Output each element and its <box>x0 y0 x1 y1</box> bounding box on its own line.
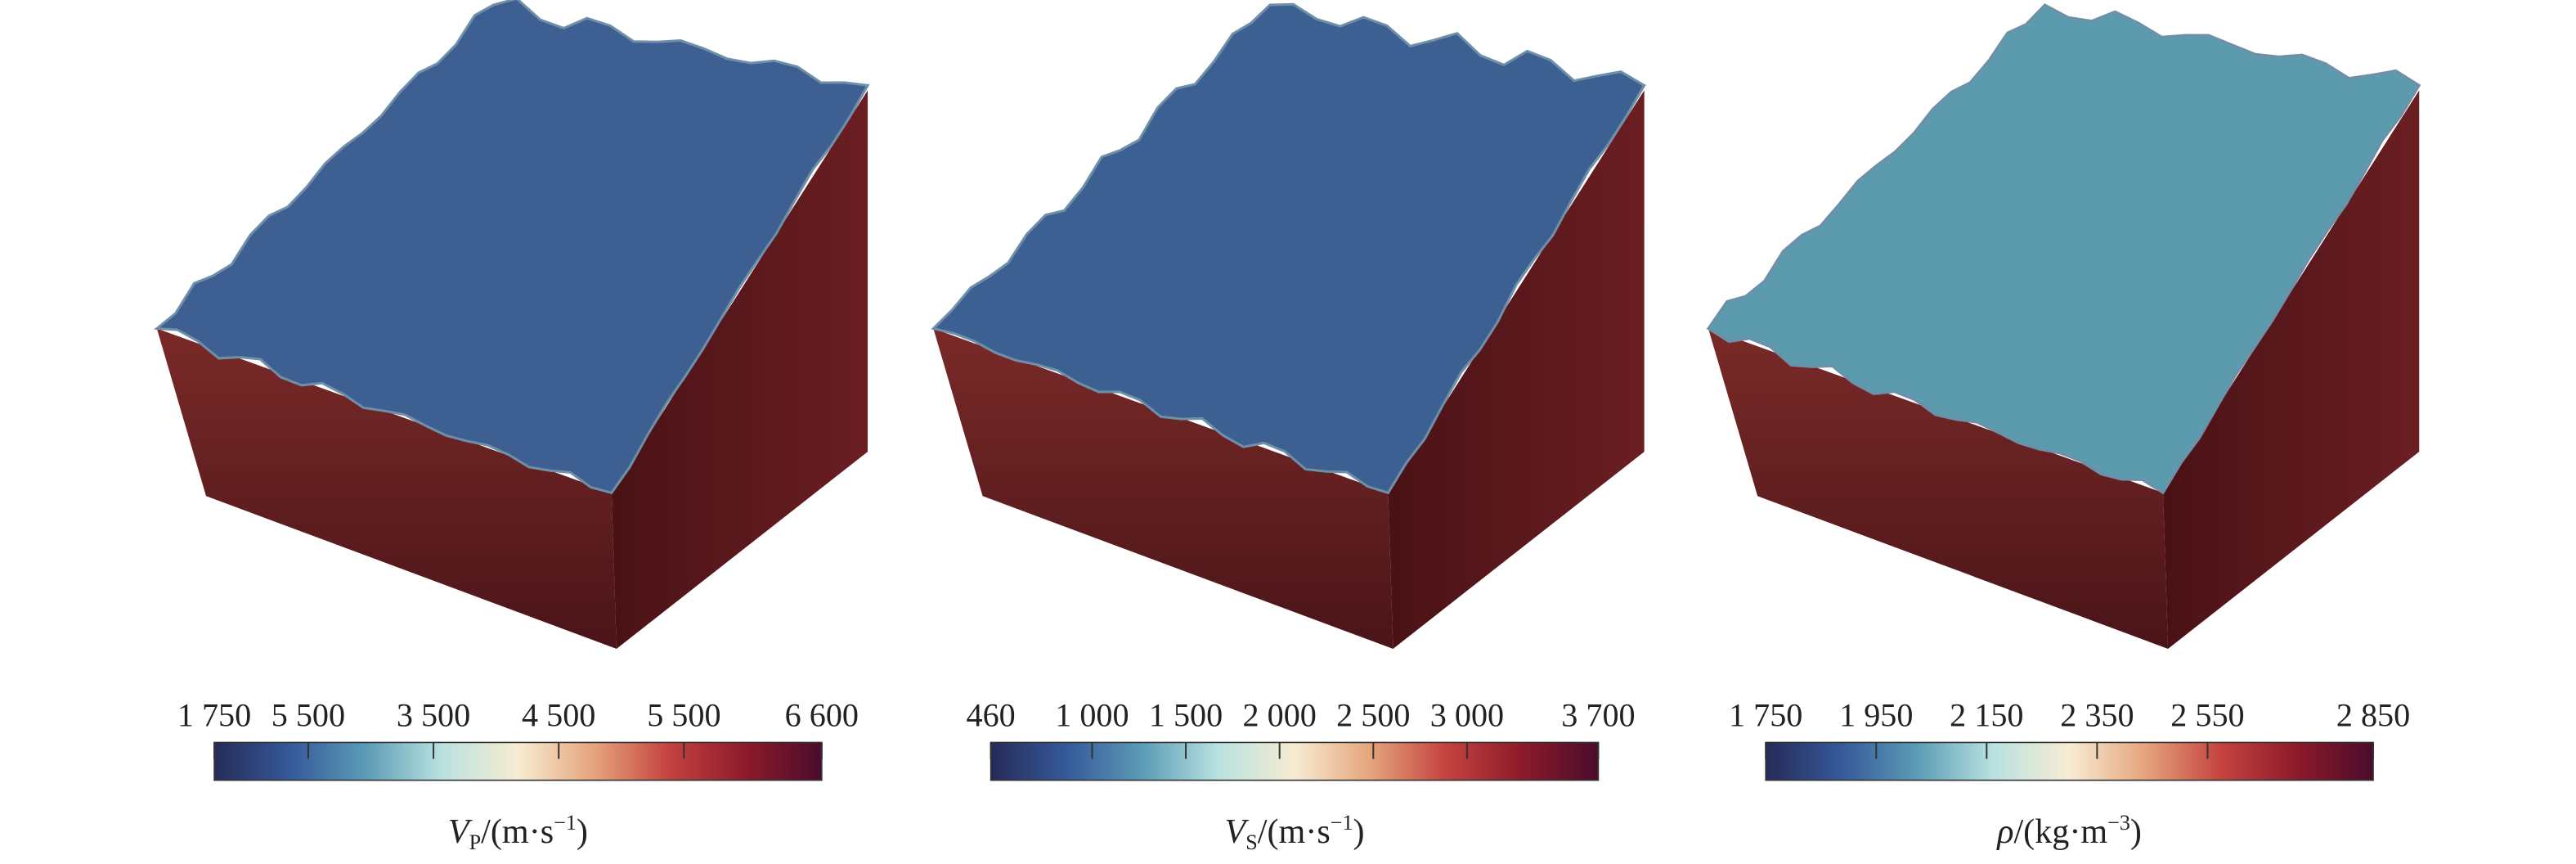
colorbar <box>213 741 823 781</box>
axis-label: VP/(m·s−1) <box>448 811 588 854</box>
block-right-face <box>611 90 868 650</box>
block-top-surface <box>1706 3 2421 495</box>
tick-label: 6 600 <box>785 696 859 733</box>
block-top-surface <box>153 0 870 495</box>
label-suffix: ) <box>2130 812 2142 851</box>
tick-label: 4 500 <box>522 696 595 733</box>
tick-label: 2 850 <box>2336 696 2410 733</box>
label-symbol: V <box>448 812 473 851</box>
label-unit: /(m·s <box>481 812 554 851</box>
tick-label: 460 <box>967 696 1016 733</box>
tick-label: 2 150 <box>1950 696 2023 733</box>
block-front-face <box>1708 328 2169 650</box>
label-suffix: ) <box>577 812 588 851</box>
label-subscript: P <box>469 830 482 854</box>
panel: 1 000 1 500 2 000 2 500 3 000 3 700 460 VS/(m·s… <box>931 2 1646 854</box>
axis-label: VS/(m·s−1) <box>1225 811 1365 854</box>
tick-label: 2 350 <box>2060 696 2134 733</box>
label-suffix: ) <box>1353 812 1364 851</box>
tick-label: 1 500 <box>1149 696 1223 733</box>
panel: 1 750 5 500 3 500 4 500 5 500 6 600 VP/(m·s−1) <box>153 0 870 854</box>
block-top-surface <box>931 2 1646 495</box>
tick-label: 2 000 <box>1243 696 1317 733</box>
tick-label: 5 500 <box>272 696 345 733</box>
label-unit: /(m·s <box>1258 812 1331 851</box>
block-front-face <box>156 328 617 650</box>
block-right-face <box>1388 90 1645 650</box>
tick-label: 5 500 <box>647 696 720 733</box>
axis-label: ρ/(kg·m−3) <box>1995 811 2142 851</box>
block-front-face <box>933 328 1393 650</box>
label-exponent: −1 <box>1331 811 1353 835</box>
tick-label: 1 750 <box>1729 696 1802 733</box>
label-exponent: −1 <box>554 811 577 835</box>
tick-label: 1 750 <box>177 696 251 733</box>
tick-label: 3 500 <box>397 696 470 733</box>
colorbar <box>1765 741 2374 781</box>
tick-label: 2 500 <box>1336 696 1410 733</box>
label-exponent: −3 <box>2107 811 2130 835</box>
tick-label: 1 950 <box>1839 696 1913 733</box>
colorbar <box>990 741 1600 781</box>
label-subscript: S <box>1245 830 1258 854</box>
label-unit: /(kg·m <box>2013 812 2107 851</box>
tick-label: 3 700 <box>1561 696 1635 733</box>
block-right-face <box>2163 90 2420 650</box>
panel: 1 750 1 950 2 150 2 350 2 550 2 850 ρ/(kg·m−3) <box>1706 3 2421 851</box>
label-symbol: ρ <box>1995 812 2013 851</box>
tick-label: 2 550 <box>2170 696 2244 733</box>
label-symbol: V <box>1225 812 1250 851</box>
tick-label: 1 000 <box>1055 696 1129 733</box>
tick-label: 3 000 <box>1430 696 1504 733</box>
